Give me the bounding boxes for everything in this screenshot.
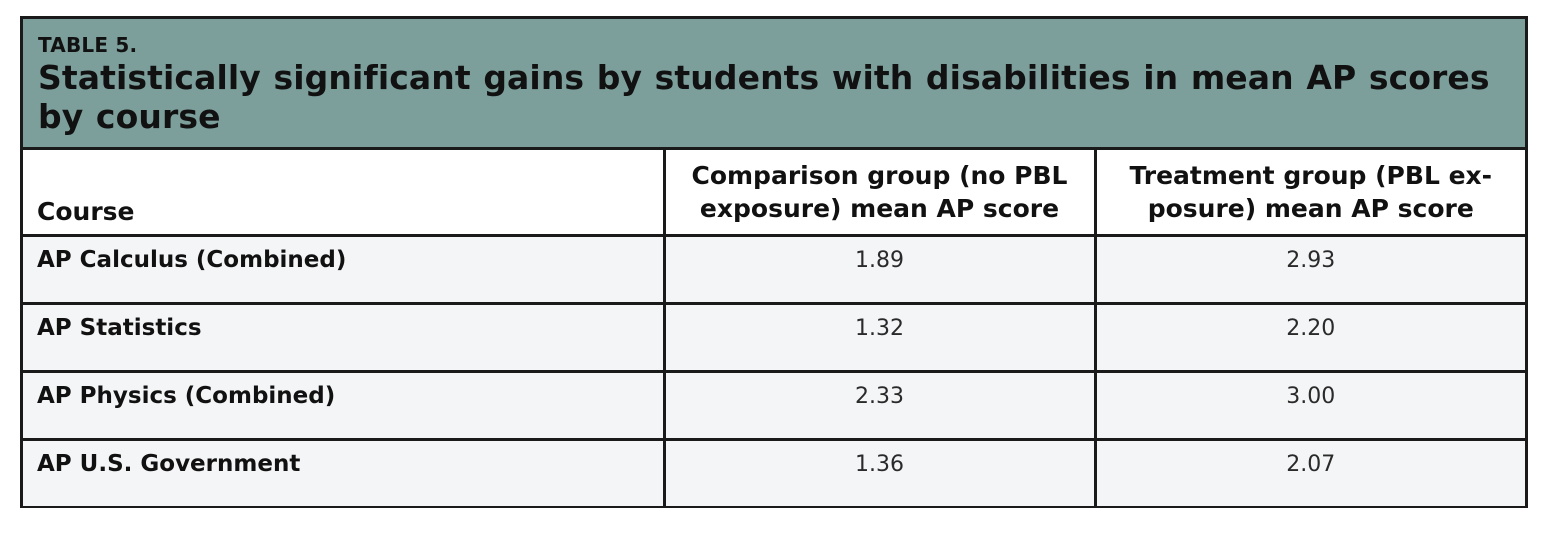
table-title: Statistically significant gains by stude… — [38, 58, 1490, 136]
table-label: TABLE 5. — [38, 33, 138, 57]
column-header-comparison: Comparison group (no PBL exposure) mean … — [662, 150, 1095, 237]
column-header-course: Course — [23, 150, 664, 237]
course-cell: AP Physics (Combined) — [23, 371, 664, 441]
course-cell: AP Calculus (Combined) — [23, 235, 664, 305]
column-header-treatment-line-1: Treatment group (PBL ex- — [1129, 160, 1493, 190]
comparison-score-cell: 1.32 — [662, 303, 1095, 373]
treatment-score-cell: 2.93 — [1093, 235, 1525, 305]
column-header-comparison-line-1: Comparison group (no PBL — [691, 160, 1068, 190]
comparison-score-cell: 1.36 — [662, 439, 1095, 506]
comparison-score-cell: 2.33 — [662, 371, 1095, 441]
column-header-treatment-line-2: posure) mean AP score — [1147, 193, 1474, 223]
treatment-score-cell: 2.20 — [1093, 303, 1525, 373]
treatment-score-cell: 2.07 — [1093, 439, 1525, 506]
column-header-course-label: Course — [37, 196, 135, 226]
course-cell: AP U.S. Government — [23, 439, 664, 506]
table-5: TABLE 5. Statistically significant gains… — [20, 16, 1528, 508]
table-row: AP Physics (Combined) 2.33 3.00 — [23, 371, 1525, 441]
comparison-score-cell: 1.89 — [662, 235, 1095, 305]
data-table: Course Comparison group (no PBL exposure… — [23, 150, 1525, 506]
header-row: Course Comparison group (no PBL exposure… — [23, 150, 1525, 237]
table-caption: TABLE 5. Statistically significant gains… — [23, 19, 1525, 150]
table-row: AP Statistics 1.32 2.20 — [23, 303, 1525, 373]
column-header-comparison-line-2: exposure) mean AP score — [699, 193, 1060, 223]
course-cell: AP Statistics — [23, 303, 664, 373]
treatment-score-cell: 3.00 — [1093, 371, 1525, 441]
column-header-treatment: Treatment group (PBL ex- posure) mean AP… — [1093, 150, 1525, 237]
table-row: AP Calculus (Combined) 1.89 2.93 — [23, 235, 1525, 305]
table-row: AP U.S. Government 1.36 2.07 — [23, 439, 1525, 506]
